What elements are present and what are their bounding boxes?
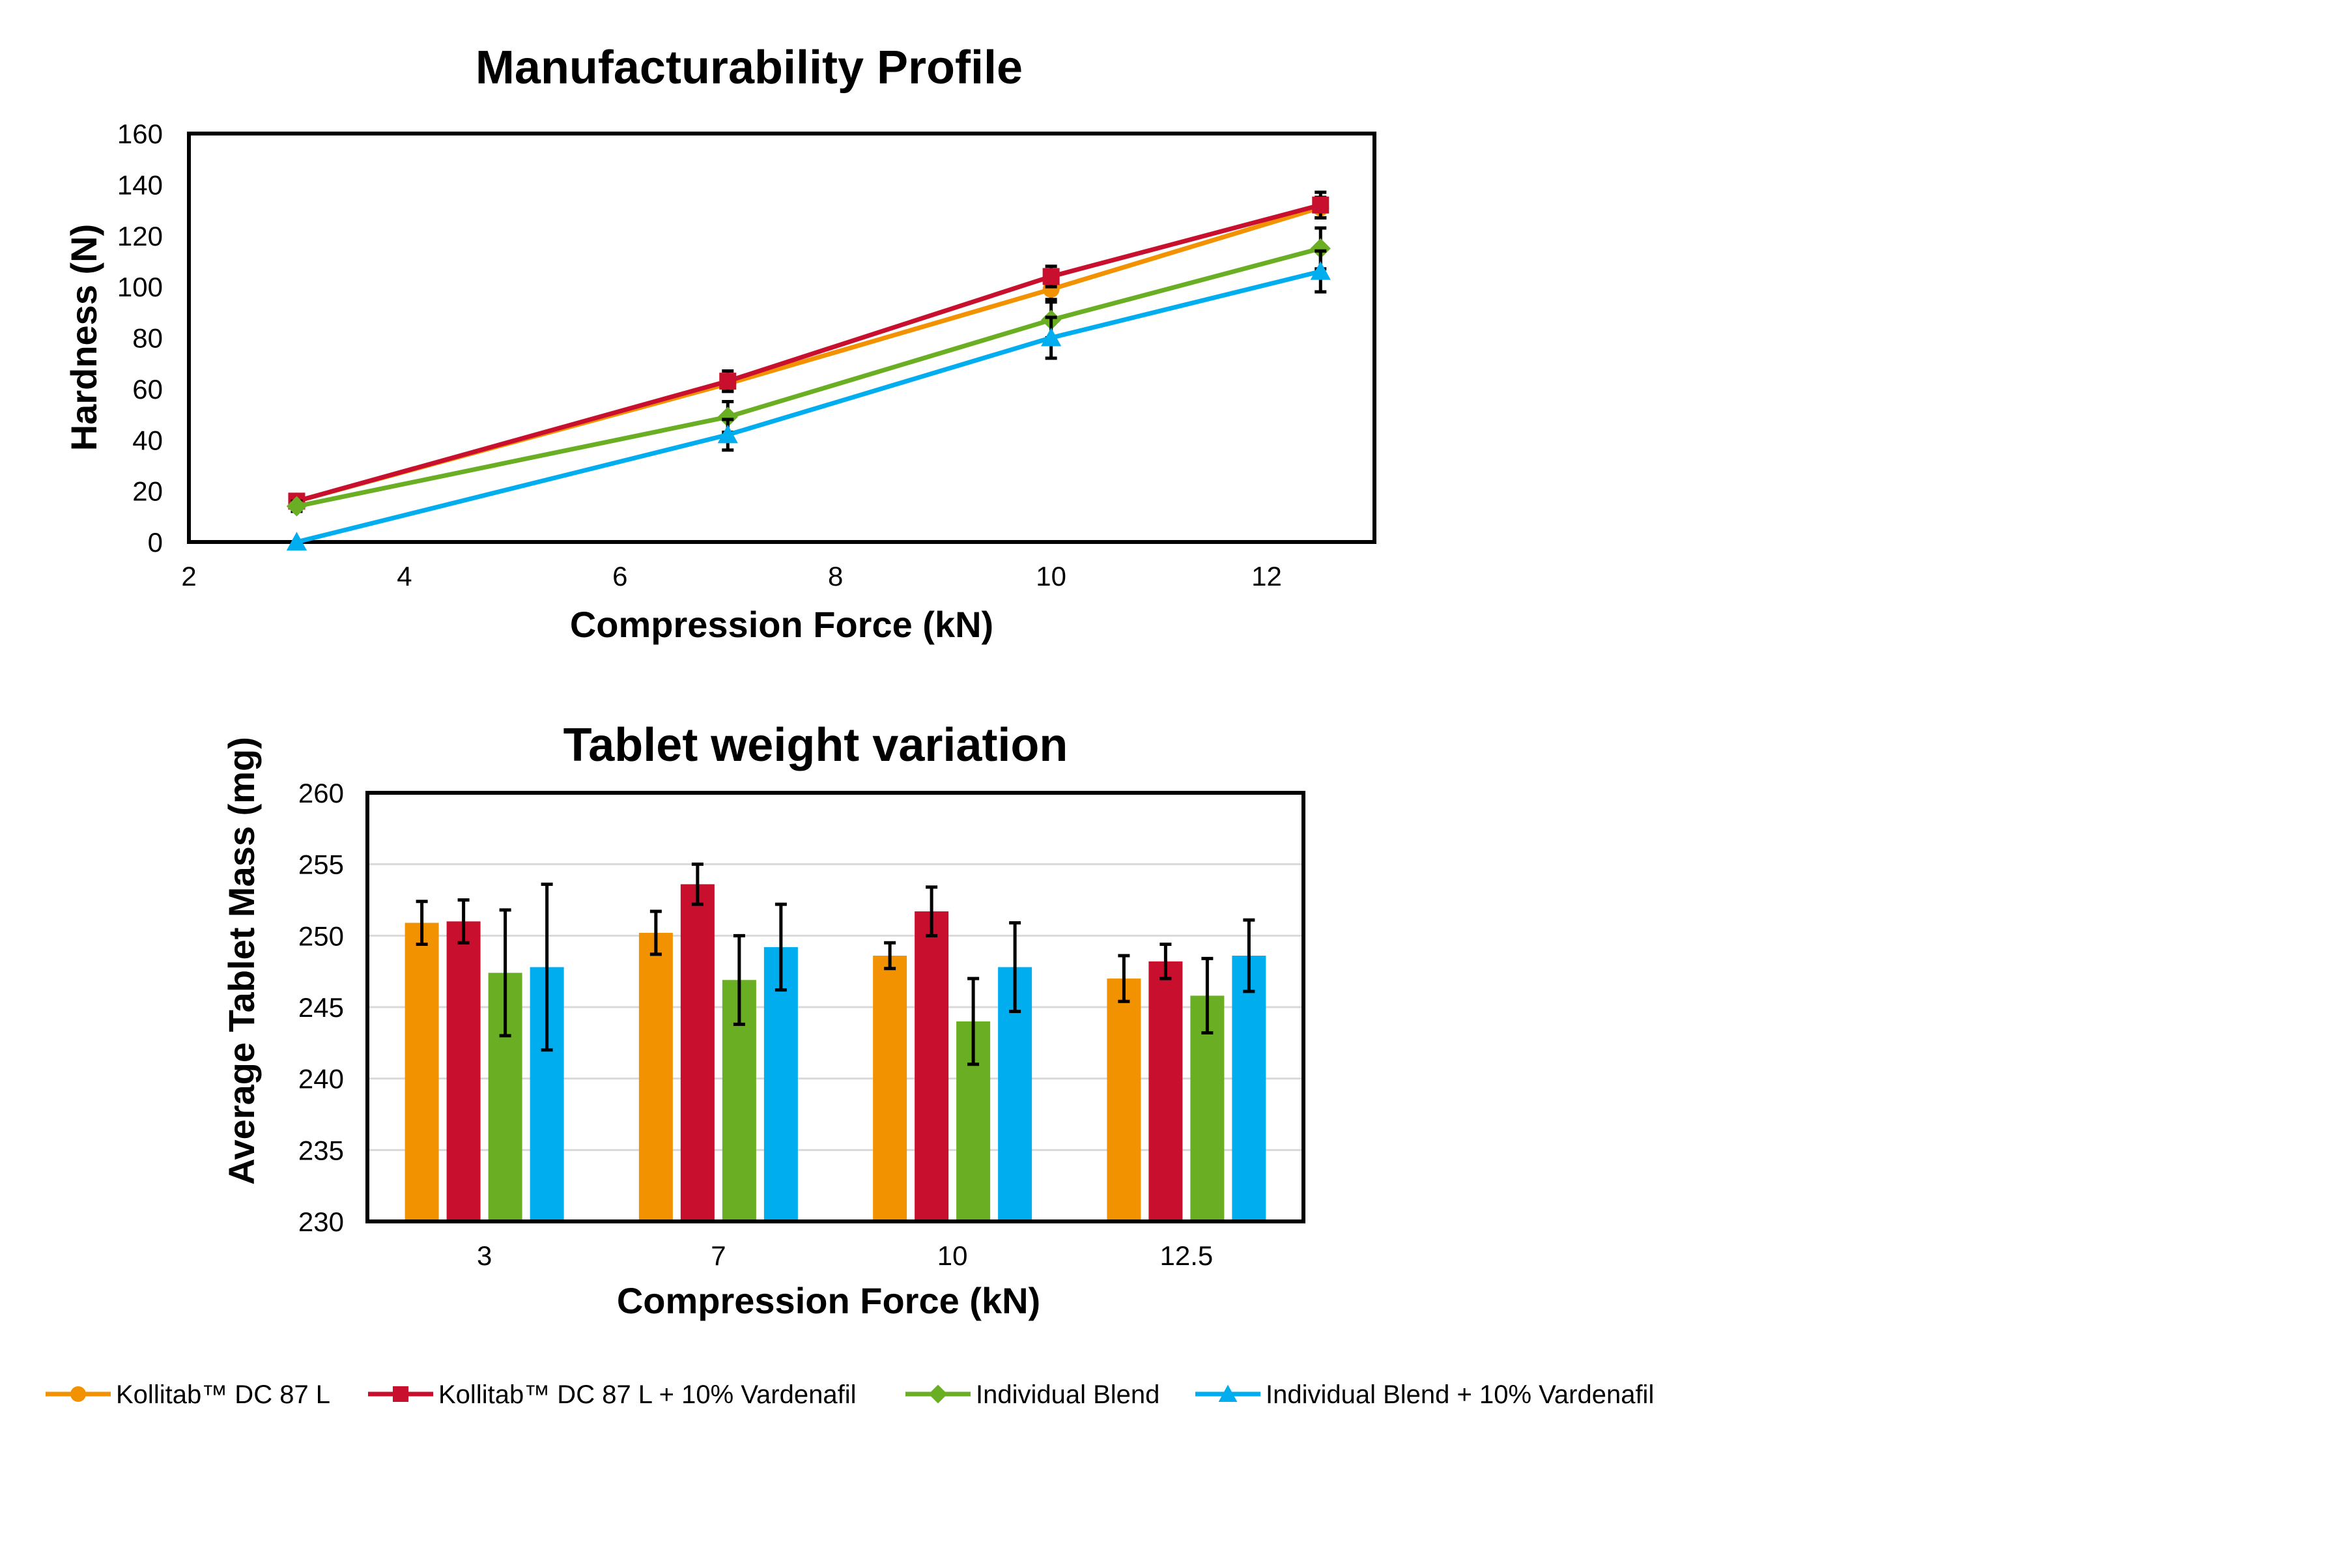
bar	[915, 911, 949, 1221]
error-bar	[649, 909, 662, 956]
error-bar	[541, 882, 553, 1052]
legend-marker	[70, 1386, 86, 1402]
bar-chart-y-tick-label: 260	[298, 778, 344, 808]
data-point	[1041, 327, 1062, 347]
legend-item: Individual Blend	[905, 1380, 1159, 1409]
data-point	[717, 406, 738, 427]
bar-chart-x-tick-label: 12.5	[1160, 1240, 1214, 1271]
data-point	[1042, 281, 1060, 298]
line-chart-y-tick-label: 40	[132, 425, 163, 455]
data-point	[1312, 196, 1330, 214]
error-bar	[1009, 921, 1021, 1014]
error-bar	[1159, 942, 1172, 980]
bar-chart-y-ticks: 230 235 240 245 250 255 260	[298, 778, 344, 1237]
legend-marker	[928, 1384, 948, 1404]
data-point	[1310, 261, 1331, 280]
error-bar	[457, 898, 470, 945]
line-chart-y-tick-label: 60	[132, 374, 163, 405]
line-chart-y-tick-label: 140	[117, 169, 163, 200]
error-bar	[1201, 956, 1214, 1034]
line-chart-x-tick-label: 8	[828, 561, 843, 592]
bar-chart-x-tick-label: 3	[477, 1240, 492, 1271]
error-bar	[499, 908, 511, 1038]
legend-label: Kollitab™ DC 87 L + 10% Vardenafil	[438, 1380, 856, 1409]
bar	[873, 956, 907, 1221]
bar	[763, 947, 798, 1221]
legend: Kollitab™ DC 87 L Kollitab™ DC 87 L + 10%…	[46, 1380, 1654, 1409]
bar-chart-y-tick-label: 230	[298, 1206, 344, 1237]
bar-chart-y-tick-label: 250	[298, 920, 344, 951]
line-chart-series	[286, 190, 1331, 550]
bar-chart-x-axis-title: Compression Force (kN)	[617, 1280, 1040, 1321]
bar-chart-y-tick-label: 235	[298, 1135, 344, 1165]
line-series	[286, 249, 1331, 550]
bar-chart-bars	[405, 862, 1266, 1221]
bar-chart-y-tick-label: 255	[298, 849, 344, 880]
bar	[638, 932, 673, 1221]
bar	[1148, 961, 1183, 1221]
line-chart-y-tick-label: 100	[117, 272, 163, 302]
line-chart-x-tick-label: 4	[397, 561, 412, 592]
error-bar	[691, 862, 704, 906]
line-chart-hardness: Manufacturability Profile 0 20 40 60 80 100 12…	[63, 42, 1376, 645]
line-chart-x-axis-title: Compression Force (kN)	[570, 604, 993, 645]
data-point	[1310, 238, 1331, 259]
line-chart-x-tick-label: 10	[1036, 561, 1066, 592]
line-chart-x-tick-label: 12	[1251, 561, 1282, 592]
line-chart-x-ticks: 2 4 6 8 10 12	[181, 561, 1282, 592]
series-line	[296, 203, 1322, 504]
series-line	[296, 246, 1322, 509]
data-point	[1042, 268, 1060, 285]
line-chart-y-tick-label: 160	[117, 119, 163, 149]
error-bar	[775, 902, 787, 992]
legend-marker	[393, 1386, 408, 1402]
line-series	[288, 190, 1330, 510]
line-chart-y-axis-title: Hardness (N)	[63, 224, 104, 451]
line-chart-plot-area	[187, 132, 1376, 544]
bar-chart-x-tick-label: 10	[937, 1240, 968, 1271]
bar-chart-title: Tablet weight variation	[563, 719, 1068, 771]
error-bar	[1243, 918, 1255, 993]
bar	[405, 922, 439, 1221]
legend-marker	[1218, 1384, 1238, 1402]
line-chart-y-tick-label: 120	[117, 221, 163, 251]
data-point	[286, 496, 307, 517]
error-bar	[1118, 954, 1130, 1003]
bar	[1107, 978, 1141, 1221]
series-line	[296, 269, 1322, 545]
line-chart-title: Manufacturability Profile	[476, 42, 1023, 94]
bar	[1232, 956, 1266, 1221]
line-chart-y-tick-label: 80	[132, 323, 163, 354]
line-chart-y-ticks: 0 20 40 60 80 100 120 140 160	[117, 119, 163, 558]
legend-label: Kollitab™ DC 87 L	[116, 1380, 330, 1409]
line-chart-y-tick-label: 0	[148, 527, 163, 558]
data-point	[719, 373, 737, 390]
bar	[446, 921, 481, 1221]
legend-item: Individual Blend + 10% Vardenafil	[1195, 1380, 1654, 1409]
legend-item: Kollitab™ DC 87 L	[46, 1380, 330, 1409]
legend-label: Individual Blend + 10% Vardenafil	[1266, 1380, 1654, 1409]
error-bar	[967, 976, 980, 1066]
error-bar	[926, 885, 938, 937]
bar	[680, 884, 715, 1221]
line-chart-x-tick-label: 2	[181, 561, 196, 592]
bar-chart-y-tick-label: 245	[298, 992, 344, 1023]
error-bar	[416, 900, 428, 946]
legend-label: Individual Blend	[976, 1380, 1159, 1409]
data-point	[717, 424, 738, 444]
line-chart-x-tick-label: 6	[612, 561, 627, 592]
error-bar	[884, 941, 896, 971]
bar-chart-tablet-weight: Tablet weight variation 2302352402452502…	[221, 719, 1305, 1321]
bar-chart-y-tick-label: 240	[298, 1064, 344, 1094]
bar-chart-y-axis-title: Average Tablet Mass (mg)	[221, 737, 262, 1185]
legend-item: Kollitab™ DC 87 L + 10% Vardenafil	[368, 1380, 856, 1409]
bar-chart-x-tick-label: 7	[711, 1240, 726, 1271]
line-chart-y-tick-label: 20	[132, 476, 163, 507]
line-series	[286, 226, 1331, 517]
bar-chart-plot-area	[365, 791, 1305, 1223]
bar-chart-x-ticks: 3 7 10 12.5	[477, 1240, 1213, 1271]
error-bar	[733, 934, 745, 1026]
data-point	[286, 532, 307, 550]
